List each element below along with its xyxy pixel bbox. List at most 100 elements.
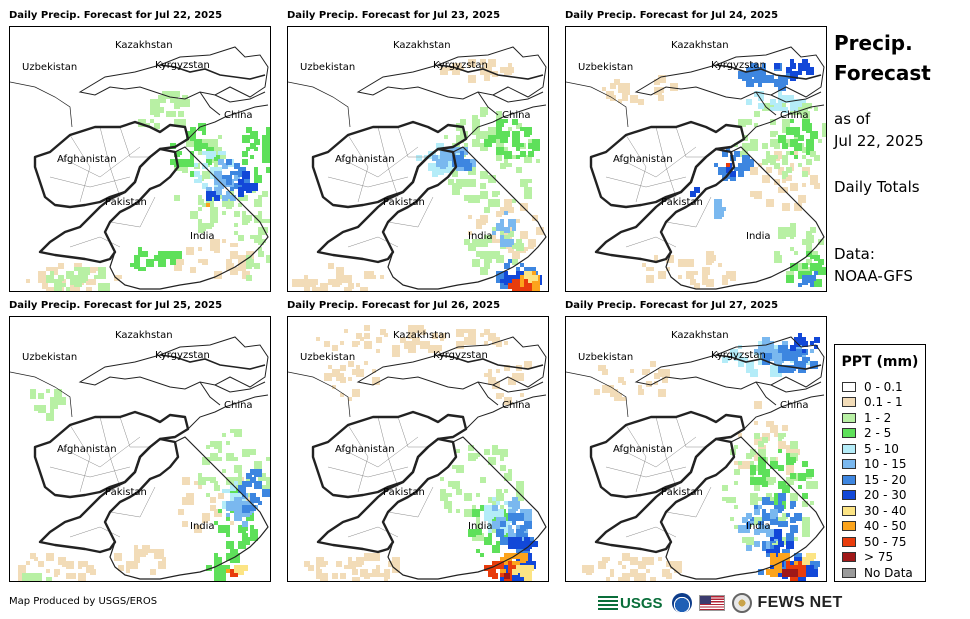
precip-cell	[810, 131, 818, 139]
precip-cell	[532, 139, 540, 147]
precip-cell	[512, 155, 516, 159]
precip-cell	[492, 227, 496, 231]
precip-cell	[476, 529, 482, 535]
precip-cell	[360, 337, 364, 341]
precip-cell	[786, 541, 794, 549]
precip-cell	[754, 509, 760, 515]
precip-cell	[512, 569, 518, 575]
precip-cell	[496, 115, 502, 121]
precip-cell	[742, 517, 748, 523]
precip-cell	[646, 381, 652, 387]
precip-cell	[158, 251, 166, 259]
precip-cell	[770, 99, 776, 105]
precip-cell	[50, 409, 54, 413]
china-border	[743, 91, 825, 140]
precip-cell	[618, 561, 622, 565]
legend-label: 0 - 0.1	[864, 379, 903, 394]
precip-cell	[492, 573, 498, 579]
province-boundary	[625, 424, 647, 493]
precip-cell	[790, 63, 796, 69]
precip-cell	[376, 349, 380, 353]
precip-cell	[496, 517, 502, 523]
precip-cell	[508, 533, 512, 537]
precip-layer	[304, 325, 538, 581]
precip-cell	[750, 493, 758, 501]
precip-cell	[456, 489, 462, 495]
precip-cell	[448, 163, 454, 169]
precip-cell	[738, 433, 742, 437]
precip-cell	[114, 553, 122, 561]
precip-cell	[456, 63, 462, 69]
precip-cell	[206, 195, 212, 201]
precip-cell	[464, 493, 472, 501]
precip-cell	[762, 513, 770, 521]
precip-cell	[468, 59, 472, 63]
precip-cell	[250, 155, 254, 159]
precip-cell	[770, 131, 774, 135]
precip-cell	[500, 219, 504, 223]
precip-cell	[440, 333, 446, 339]
precip-cell	[452, 163, 456, 167]
precip-cell	[190, 135, 196, 141]
precip-cell	[344, 275, 352, 283]
precip-cell	[730, 349, 738, 357]
precip-cell	[610, 573, 614, 577]
precip-cell	[202, 183, 208, 189]
precip-cell	[488, 127, 492, 131]
precip-cell	[226, 195, 230, 199]
precip-cell	[778, 521, 784, 527]
precip-cell	[234, 465, 240, 471]
precip-cell	[266, 159, 270, 163]
country-label: China	[224, 400, 253, 411]
precip-cell	[742, 537, 748, 543]
precip-cell	[468, 529, 476, 537]
precip-cell	[782, 433, 786, 437]
precip-cell	[516, 513, 522, 519]
province-boundary	[605, 176, 687, 188]
precip-cell	[198, 477, 206, 485]
precip-map: Kazakhstan Uzbekistan Kyrgyzstan China Afgha…	[287, 316, 549, 582]
precip-cell	[202, 143, 206, 147]
precip-cell	[508, 377, 516, 385]
precip-cell	[762, 143, 768, 149]
precip-cell	[206, 187, 212, 193]
precip-cell	[806, 243, 812, 249]
precip-cell	[448, 67, 452, 71]
precip-cell	[416, 155, 422, 161]
data-source: NOAA-GFS	[834, 267, 913, 285]
precip-cell	[26, 561, 30, 565]
precip-cell	[794, 513, 802, 521]
precip-cell	[670, 259, 674, 263]
precip-cell	[500, 565, 504, 569]
precip-cell	[726, 163, 730, 167]
precip-cell	[340, 341, 344, 345]
precip-cell	[718, 167, 726, 175]
precip-cell	[512, 505, 518, 511]
precip-cell	[500, 163, 506, 169]
precip-cell	[328, 263, 334, 269]
precip-cell	[742, 155, 750, 163]
precip-cell	[504, 473, 512, 481]
country-label: India	[468, 521, 493, 532]
precip-cell	[686, 271, 694, 279]
precip-cell	[778, 537, 782, 541]
precip-cell	[778, 171, 782, 175]
precip-cell	[802, 279, 808, 285]
precip-cell	[642, 263, 646, 267]
precip-cell	[520, 151, 526, 157]
precip-cell	[262, 191, 268, 197]
country-label: China	[780, 400, 809, 411]
province-boundary	[59, 146, 141, 178]
precip-cell	[262, 147, 266, 151]
precip-cell	[250, 131, 258, 139]
precip-cell	[230, 485, 236, 491]
precip-cell	[206, 223, 212, 229]
precip-cell	[516, 537, 522, 543]
forecast-heading: Precip. Forecast	[834, 28, 931, 88]
precip-cell	[218, 573, 226, 581]
country-label: Afghanistan	[57, 154, 117, 165]
precip-cell	[230, 429, 234, 433]
precip-cell	[198, 207, 202, 211]
precip-cell	[524, 537, 530, 543]
